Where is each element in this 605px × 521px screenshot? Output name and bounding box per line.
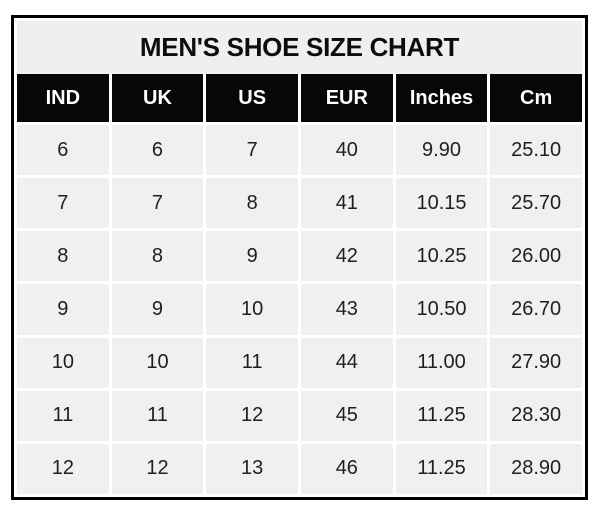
cell-uk-row7: 12 xyxy=(111,443,204,494)
cell-us-row7: 13 xyxy=(206,443,298,494)
cell-cm-row3: 26.00 xyxy=(490,231,582,282)
cell-uk-row2: 7 xyxy=(111,178,204,229)
cell-us-row5: 11 xyxy=(206,337,298,388)
cell-uk-row5: 10 xyxy=(111,337,204,388)
cell-eur-row2: 41 xyxy=(300,178,393,229)
cell-cm-row6: 28.30 xyxy=(490,390,582,441)
cell-ind-row4: 9 xyxy=(17,284,109,335)
cell-uk-row3: 8 xyxy=(111,231,204,282)
cell-inches-row5: 11.00 xyxy=(395,337,488,388)
cell-cm-row4: 26.70 xyxy=(490,284,582,335)
cell-cm-row7: 28.90 xyxy=(490,443,582,494)
column-header-inches: Inches xyxy=(395,74,488,122)
cell-ind-row7: 12 xyxy=(17,443,109,494)
cell-inches-row2: 10.15 xyxy=(395,178,488,229)
cell-eur-row3: 42 xyxy=(300,231,393,282)
cell-cm-row1: 25.10 xyxy=(490,125,582,176)
cell-inches-row1: 9.90 xyxy=(395,125,488,176)
column-header-cm: Cm xyxy=(490,74,582,122)
cell-inches-row3: 10.25 xyxy=(395,231,488,282)
cell-uk-row1: 6 xyxy=(111,125,204,176)
cell-eur-row4: 43 xyxy=(300,284,393,335)
cell-inches-row7: 11.25 xyxy=(395,443,488,494)
column-header-uk: UK xyxy=(111,74,204,122)
cell-us-row6: 12 xyxy=(206,390,298,441)
cell-ind-row6: 11 xyxy=(17,390,109,441)
cell-eur-row6: 45 xyxy=(300,390,393,441)
column-header-eur: EUR xyxy=(300,74,393,122)
column-header-ind: IND xyxy=(17,74,109,122)
cell-ind-row1: 6 xyxy=(17,125,109,176)
cell-us-row4: 10 xyxy=(206,284,298,335)
cell-us-row1: 7 xyxy=(206,125,298,176)
cell-ind-row3: 8 xyxy=(17,231,109,282)
cell-inches-row6: 11.25 xyxy=(395,390,488,441)
cell-us-row3: 9 xyxy=(206,231,298,282)
shoe-size-chart: MEN'S SHOE SIZE CHART IND UK US EUR Inches Cm… xyxy=(11,15,588,500)
cell-uk-row6: 11 xyxy=(111,390,204,441)
cell-cm-row5: 27.90 xyxy=(490,337,582,388)
cell-inches-row4: 10.50 xyxy=(395,284,488,335)
column-header-us: US xyxy=(206,74,298,122)
table-title: MEN'S SHOE SIZE CHART xyxy=(17,21,582,74)
cell-us-row2: 8 xyxy=(206,178,298,229)
cell-eur-row1: 40 xyxy=(300,125,393,176)
cell-ind-row2: 7 xyxy=(17,178,109,229)
cell-ind-row5: 10 xyxy=(17,337,109,388)
size-grid: IND UK US EUR Inches Cm 6 6 7 40 9.90 25.10 7 7 8 41 10.… xyxy=(17,74,582,494)
cell-eur-row5: 44 xyxy=(300,337,393,388)
cell-cm-row2: 25.70 xyxy=(490,178,582,229)
cell-eur-row7: 46 xyxy=(300,443,393,494)
cell-uk-row4: 9 xyxy=(111,284,204,335)
